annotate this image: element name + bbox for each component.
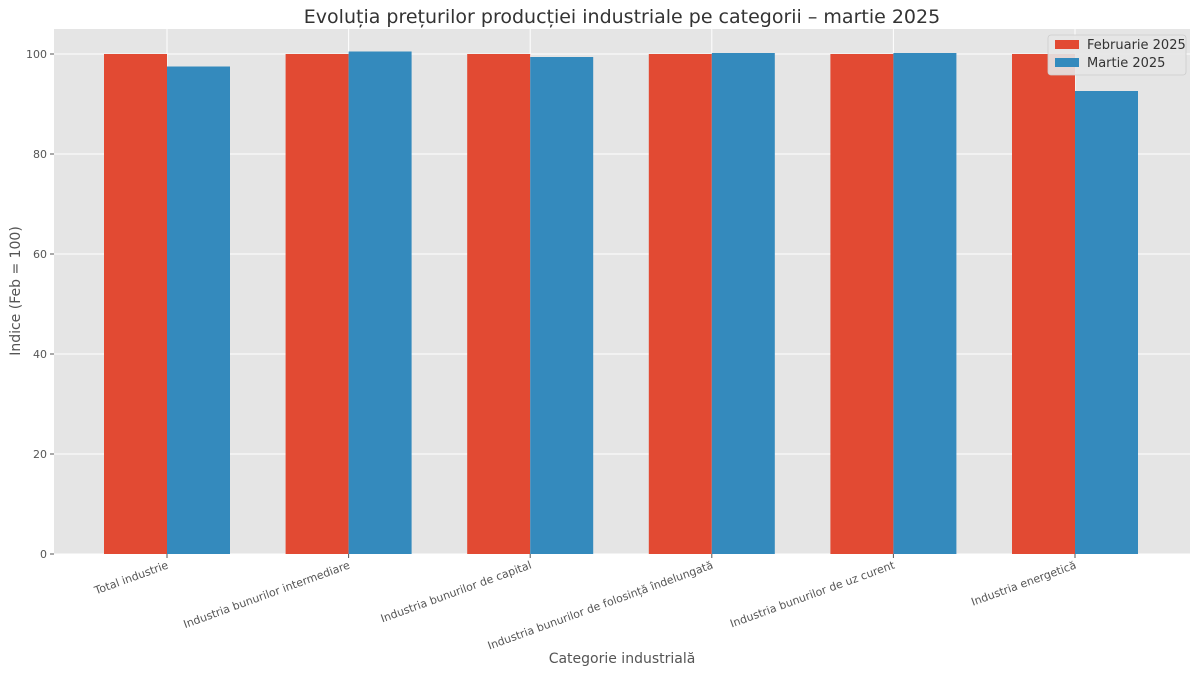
y-axis-ticks: 0 20 40 60 80 100 <box>26 48 54 561</box>
legend-label-march: Martie 2025 <box>1087 56 1165 71</box>
y-tick-label: 80 <box>33 148 47 161</box>
bar-february-3 <box>648 54 712 554</box>
x-tick-label: Industria bunurilor de uz curent <box>728 558 897 630</box>
x-tick-label: Industria bunurilor intermediare <box>182 559 352 632</box>
bar-february-2 <box>467 54 531 554</box>
bar-february-0 <box>104 54 167 554</box>
x-tick-label: Industria bunurilor de capital <box>379 559 533 626</box>
bar-march-5 <box>1075 91 1138 554</box>
y-tick-label: 60 <box>33 248 47 261</box>
chart-title: Evoluția prețurilor producției industria… <box>304 6 940 28</box>
legend-swatch-march <box>1055 58 1079 67</box>
x-tick-label: Total industrie <box>92 559 170 598</box>
legend-label-february: Februarie 2025 <box>1087 38 1186 53</box>
bar-february-5 <box>1012 54 1075 554</box>
bar-march-4 <box>893 53 957 554</box>
x-axis-label: Categorie industrială <box>549 651 696 667</box>
y-tick-label: 40 <box>33 348 47 361</box>
bar-march-1 <box>348 51 412 554</box>
x-axis-ticks: Total industrie Industria bunurilor inter… <box>92 554 1078 652</box>
legend-swatch-february <box>1055 40 1079 49</box>
legend-box <box>1047 34 1187 76</box>
bar-march-0 <box>167 66 230 554</box>
y-tick-label: 100 <box>26 48 47 61</box>
bar-march-3 <box>711 53 775 554</box>
x-tick-label: Industria energetică <box>969 559 1078 609</box>
legend: Februarie 2025 Martie 2025 <box>1047 34 1187 76</box>
y-tick-label: 0 <box>40 548 47 561</box>
y-axis-label: Indice (Feb = 100) <box>8 226 24 356</box>
plot-background <box>54 29 1190 554</box>
bar-february-1 <box>285 54 349 554</box>
bar-february-4 <box>830 54 894 554</box>
y-tick-label: 20 <box>33 448 47 461</box>
bar-march-2 <box>530 57 594 554</box>
bars <box>104 51 1138 554</box>
